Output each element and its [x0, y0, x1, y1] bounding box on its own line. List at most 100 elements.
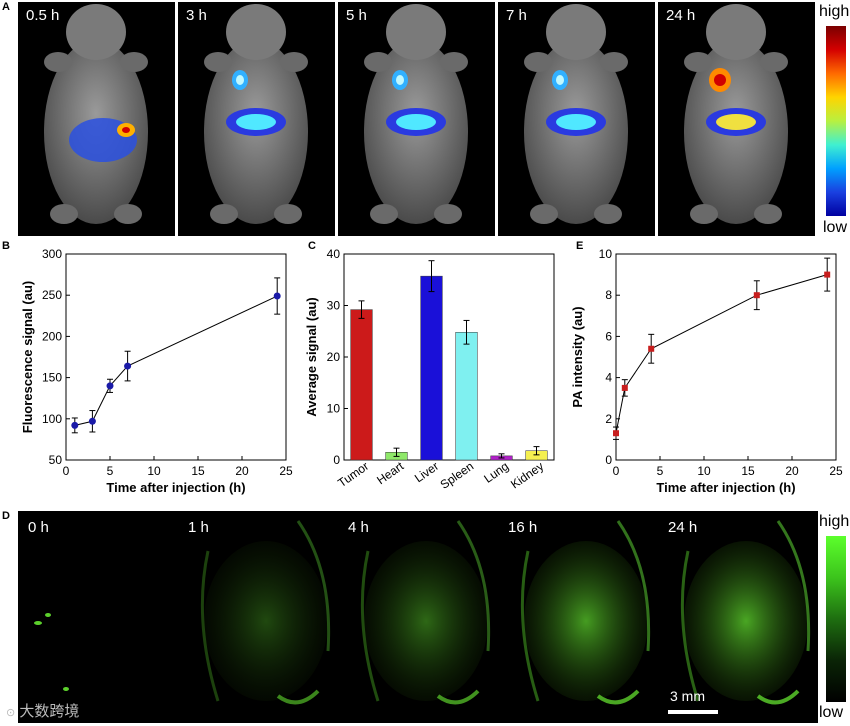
watermark-text: 大数跨境 — [19, 703, 80, 720]
panel-letter-d: D — [2, 510, 10, 522]
mouse-silhouette — [44, 4, 148, 224]
pa-vessel — [756, 689, 800, 705]
category-label: Lung — [481, 459, 511, 486]
signal-liver-core — [236, 114, 276, 130]
time-label: 24 h — [666, 7, 696, 24]
x-tick-label: 15 — [191, 464, 205, 478]
signal-liver-core — [716, 114, 756, 130]
bar — [420, 275, 443, 461]
plot-frame — [343, 253, 555, 461]
x-tick-label: 0 — [613, 464, 620, 478]
mouse-image-0: 0.5 h — [18, 2, 175, 236]
y-tick-label: 0 — [605, 453, 612, 467]
pa-signal — [520, 520, 651, 705]
mouse-paw — [524, 52, 552, 72]
category-label: Tumor — [335, 459, 371, 490]
data-point — [71, 421, 79, 429]
pa-colorbar-low-label: low — [819, 704, 844, 721]
x-axis-label: Time after injection (h) — [656, 480, 795, 495]
pa-spot — [34, 621, 42, 625]
y-tick-label: 4 — [605, 371, 612, 385]
time-label: 7 h — [506, 7, 527, 24]
x-tick-label: 25 — [279, 464, 293, 478]
mouse-foot — [530, 204, 558, 224]
mouse-paw — [280, 52, 308, 72]
pa-tumor-region — [364, 541, 488, 701]
series-line — [74, 295, 278, 426]
pa-colorbar-high-label: high — [819, 513, 850, 530]
y-tick-label: 8 — [605, 288, 612, 302]
bar — [350, 309, 373, 461]
panel-letter-b: B — [2, 240, 10, 252]
x-tick-label: 20 — [235, 464, 249, 478]
category-label: Liver — [412, 459, 441, 485]
mouse-head — [546, 4, 606, 60]
mouse-paw — [364, 52, 392, 72]
y-tick-label: 2 — [605, 412, 612, 426]
signal-tumor-core — [714, 74, 726, 86]
organ-bar-chart: 0 10 20 30 40 Average signal (au) Tumor Heart Li… — [304, 247, 555, 492]
time-label: 4 h — [348, 519, 369, 536]
scale-bar — [668, 710, 718, 714]
mouse-head — [226, 4, 286, 60]
pa-tumor-region — [204, 541, 328, 701]
y-tick-label: 6 — [605, 329, 612, 343]
pa-tumor-region — [684, 541, 808, 701]
data-point — [621, 384, 628, 391]
pa-colorbar — [826, 536, 846, 702]
panel-letter-e: E — [576, 240, 584, 252]
mouse-paw — [204, 52, 232, 72]
mouse-paw — [684, 52, 712, 72]
data-point — [613, 430, 619, 437]
mouse-image-3: 7 h — [498, 2, 655, 236]
pa-tumor-region — [524, 541, 648, 701]
pa-vessel — [616, 520, 651, 652]
x-tick-label: 0 — [63, 464, 70, 478]
x-tick-label: 10 — [697, 464, 711, 478]
watermark-logo-icon: ⊙ — [6, 707, 16, 719]
y-tick-label: 50 — [49, 453, 63, 467]
data-point — [824, 271, 831, 278]
mouse-paw — [44, 52, 72, 72]
y-tick-label: 100 — [42, 412, 62, 426]
mouse-silhouette — [204, 4, 308, 224]
mouse-foot — [754, 204, 782, 224]
fluorescence-colorbar — [826, 26, 846, 216]
data-point — [648, 345, 655, 352]
time-label: 0 h — [28, 519, 49, 536]
mouse-image-4: 24 h — [658, 2, 815, 236]
series-line — [615, 274, 828, 434]
mouse-foot — [50, 204, 78, 224]
mouse-foot — [274, 204, 302, 224]
mouse-silhouette — [524, 4, 628, 224]
pa-intensity-line-chart: 0 5 10 15 20 25 0 2 4 6 8 10 Time after injection (h… — [570, 247, 843, 495]
plot-frame — [615, 253, 837, 461]
mouse-foot — [594, 204, 622, 224]
x-tick-label: 20 — [785, 464, 799, 478]
y-tick-label: 0 — [333, 453, 340, 467]
pa-vessel — [276, 689, 320, 705]
mouse-paw — [760, 52, 788, 72]
y-axis-label: PA intensity (au) — [570, 306, 585, 407]
x-tick-label: 25 — [829, 464, 843, 478]
mouse-head — [386, 4, 446, 60]
y-tick-label: 30 — [327, 299, 341, 313]
panel-letter-a: A — [2, 1, 10, 13]
y-tick-label: 300 — [42, 247, 62, 261]
mouse-foot — [434, 204, 462, 224]
mouse-foot — [210, 204, 238, 224]
signal-liver-core — [396, 114, 436, 130]
pa-vessel — [200, 550, 220, 702]
plot-frame — [65, 253, 287, 461]
x-tick-label: 10 — [147, 464, 161, 478]
pa-vessel — [360, 550, 380, 702]
y-axis-label: Fluorescence signal (au) — [20, 281, 35, 433]
signal-tumor-core — [396, 75, 404, 85]
pa-vessel — [680, 550, 700, 702]
time-label: 5 h — [346, 7, 367, 24]
x-tick-label: 5 — [657, 464, 664, 478]
y-tick-label: 20 — [327, 350, 341, 364]
mouse-silhouette — [364, 4, 468, 224]
pa-signal — [360, 520, 491, 705]
pa-vessel — [596, 689, 640, 705]
